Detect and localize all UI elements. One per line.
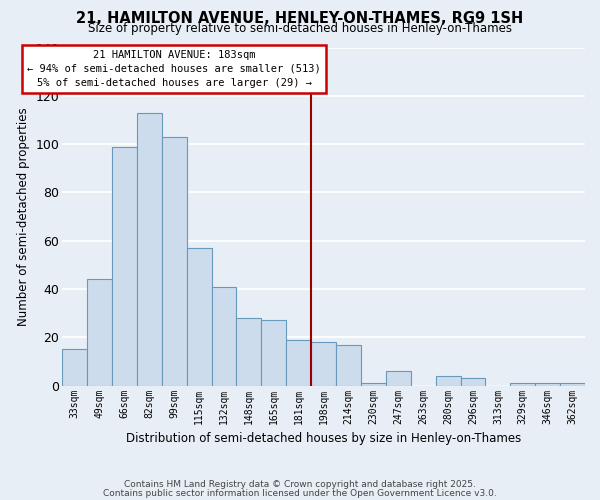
Text: Contains public sector information licensed under the Open Government Licence v3: Contains public sector information licen…: [103, 488, 497, 498]
Bar: [461, 378, 485, 386]
Bar: [62, 350, 87, 386]
Text: Contains HM Land Registry data © Crown copyright and database right 2025.: Contains HM Land Registry data © Crown c…: [124, 480, 476, 489]
Text: Size of property relative to semi-detached houses in Henley-on-Thames: Size of property relative to semi-detach…: [88, 22, 512, 35]
X-axis label: Distribution of semi-detached houses by size in Henley-on-Thames: Distribution of semi-detached houses by …: [126, 432, 521, 445]
Bar: [187, 248, 212, 386]
Bar: [511, 383, 535, 386]
Bar: [535, 383, 560, 386]
Bar: [262, 320, 286, 386]
Bar: [361, 383, 386, 386]
Bar: [212, 286, 236, 386]
Bar: [236, 318, 262, 386]
Bar: [386, 371, 411, 386]
Bar: [112, 146, 137, 386]
Bar: [436, 376, 461, 386]
Bar: [286, 340, 311, 386]
Text: 21, HAMILTON AVENUE, HENLEY-ON-THAMES, RG9 1SH: 21, HAMILTON AVENUE, HENLEY-ON-THAMES, R…: [76, 11, 524, 26]
Bar: [162, 137, 187, 386]
Bar: [311, 342, 336, 386]
Bar: [560, 383, 585, 386]
Bar: [87, 280, 112, 386]
Text: 21 HAMILTON AVENUE: 183sqm
← 94% of semi-detached houses are smaller (513)
5% of: 21 HAMILTON AVENUE: 183sqm ← 94% of semi…: [28, 50, 321, 88]
Y-axis label: Number of semi-detached properties: Number of semi-detached properties: [17, 108, 30, 326]
Bar: [336, 344, 361, 386]
Bar: [137, 112, 162, 386]
